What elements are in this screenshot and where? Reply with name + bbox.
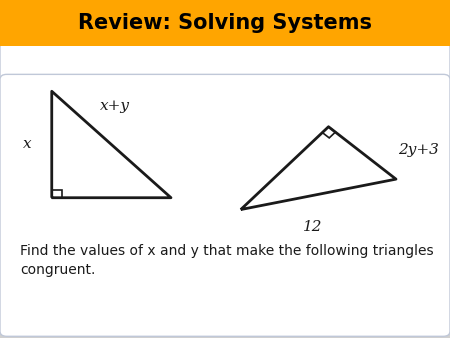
FancyBboxPatch shape	[0, 0, 450, 46]
Text: 12: 12	[303, 220, 323, 234]
Text: Review: Solving Systems: Review: Solving Systems	[78, 13, 372, 33]
Text: x+y: x+y	[100, 99, 130, 114]
FancyBboxPatch shape	[0, 42, 450, 81]
Text: x: x	[22, 137, 32, 151]
FancyBboxPatch shape	[0, 74, 450, 336]
Text: 2y+3: 2y+3	[398, 143, 439, 158]
Text: Find the values of x and y that make the following triangles
congruent.: Find the values of x and y that make the…	[20, 244, 434, 277]
